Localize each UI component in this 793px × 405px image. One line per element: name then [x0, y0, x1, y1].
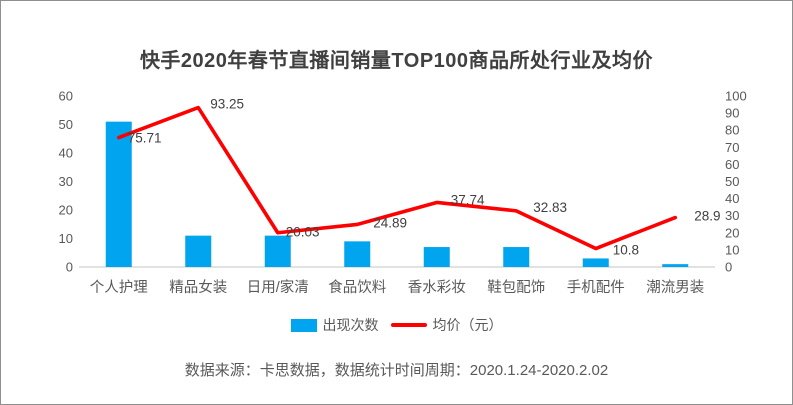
y-axis-left-tick-label: 50: [59, 117, 73, 132]
bar-series-swatch-icon: [290, 318, 317, 332]
y-axis-left-tick-label: 40: [59, 146, 73, 161]
y-axis-right-tick-label: 60: [725, 157, 739, 172]
line-data-label: 37.74: [451, 192, 485, 207]
legend-bar-label: 出现次数: [322, 317, 379, 333]
y-axis-left-tick-label: 60: [59, 89, 73, 104]
line-data-label: 75.71: [128, 131, 162, 146]
line-series-swatch-icon: [390, 323, 427, 327]
bar: [185, 235, 212, 267]
line-data-label: 93.25: [210, 97, 244, 112]
chart-title: 快手2020年春节直播间销量TOP100商品所处行业及均价: [139, 50, 654, 72]
y-axis-right-tick-label: 50: [725, 174, 739, 189]
y-axis-right-tick-label: 90: [725, 106, 739, 121]
y-axis-right-tick-label: 100: [725, 89, 747, 104]
y-axis-right-tick-label: 40: [725, 191, 739, 206]
x-axis-category-label: 鞋包配饰: [487, 279, 545, 296]
line-data-label: 24.89: [373, 215, 407, 230]
data-source-note: 数据来源：卡思数据，数据统计时间周期：2020.1.24-2020.2.02: [184, 362, 609, 379]
y-axis-right-tick-label: 20: [725, 225, 739, 240]
price-line: [116, 105, 678, 251]
line-data-label: 28.9: [694, 209, 720, 224]
x-axis-category-label: 个人护理: [90, 279, 148, 296]
x-axis-category-label: 食品饮料: [328, 279, 386, 296]
legend-line-label: 均价（元）: [432, 317, 503, 333]
line-data-label: 20.03: [286, 225, 320, 240]
x-axis-category-label: 手机配件: [567, 279, 625, 296]
line-data-label: 10.8: [613, 243, 639, 258]
bar: [423, 247, 450, 267]
bar: [582, 258, 609, 267]
y-axis-right-tick-label: 10: [725, 242, 739, 257]
y-axis-right-tick-label: 0: [725, 260, 732, 275]
y-axis-right-tick-label: 70: [725, 140, 739, 155]
x-axis-category-label: 精品女装: [169, 278, 227, 296]
x-axis-category-label: 香水彩妆: [408, 279, 466, 296]
y-axis-right-tick-label: 30: [725, 208, 739, 223]
bar: [105, 121, 132, 268]
y-axis-right-tick-label: 80: [725, 123, 739, 138]
line-data-label: 32.83: [533, 200, 567, 215]
y-axis-left-tick-label: 10: [59, 231, 73, 246]
chart-legend: 出现次数 均价（元）: [1, 315, 792, 335]
bar: [344, 241, 371, 267]
y-axis-left-tick-label: 0: [66, 260, 73, 275]
x-axis-category-label: 潮流男装: [646, 279, 704, 296]
bar: [264, 235, 291, 267]
bar: [662, 264, 689, 267]
legend-item-line-series: 均价（元）: [390, 315, 503, 335]
legend-item-bar-series: 出现次数: [290, 315, 379, 335]
y-axis-left-tick-label: 20: [59, 203, 73, 218]
bar: [503, 247, 530, 267]
y-axis-left-tick-label: 30: [59, 174, 73, 189]
x-axis-category-label: 日用/家清: [247, 279, 309, 296]
